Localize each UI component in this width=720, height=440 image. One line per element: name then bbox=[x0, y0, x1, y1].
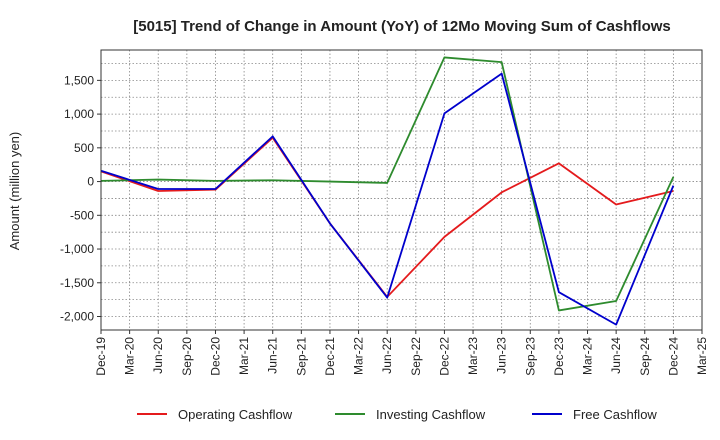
free-cashflow-line bbox=[100, 72, 675, 326]
investing-cashflow-line bbox=[100, 56, 675, 312]
chart-title: [5015] Trend of Change in Amount (YoY) o… bbox=[133, 18, 671, 35]
y-tick-label: 1,000 bbox=[64, 107, 94, 121]
plot-frame bbox=[100, 49, 703, 331]
x-tick-label: Jun-22 bbox=[380, 337, 394, 374]
y-tick-labels: 1,500 1,000 500 0 -500 -1,000 -1,500 -2,000 bbox=[60, 73, 94, 323]
x-tick-label: Sep-21 bbox=[294, 337, 308, 376]
x-tick-label: Jun-20 bbox=[151, 337, 165, 374]
x-tick-label: Mar-21 bbox=[237, 337, 251, 375]
x-tick-label: Sep-20 bbox=[180, 337, 194, 376]
y-tick-label: 0 bbox=[87, 175, 94, 189]
x-tick-label: Jun-21 bbox=[266, 337, 280, 374]
legend-label-free-cashflow: Free Cashflow bbox=[573, 407, 657, 422]
x-tick-label: Mar-25 bbox=[695, 337, 709, 375]
x-tick-labels: Dec-19 Mar-20 Jun-20 Sep-20 Dec-20 Mar-21 Jun-… bbox=[94, 337, 709, 376]
legend: Operating Cashflow Investing Cashflow Free… bbox=[137, 407, 657, 422]
y-axis-label: Amount (million yen) bbox=[7, 132, 22, 251]
x-tick-label: Dec-21 bbox=[323, 337, 337, 376]
x-tick-label: Mar-23 bbox=[466, 337, 480, 375]
x-tick-label: Mar-24 bbox=[581, 337, 595, 375]
y-tick-label: -1,500 bbox=[60, 276, 94, 290]
y-tick-label: -2,000 bbox=[60, 310, 94, 324]
x-tick-label: Dec-23 bbox=[552, 337, 566, 376]
y-tick-label: -500 bbox=[70, 208, 94, 222]
x-tick-label: Dec-22 bbox=[437, 337, 451, 376]
x-tick-label: Jun-24 bbox=[609, 337, 623, 374]
x-tick-label: Mar-22 bbox=[352, 337, 366, 375]
x-tick-label: Sep-24 bbox=[638, 337, 652, 376]
legend-label-operating-cashflow: Operating Cashflow bbox=[178, 407, 293, 422]
x-tick-label: Dec-24 bbox=[666, 337, 680, 376]
x-tick-label: Mar-20 bbox=[123, 337, 137, 375]
x-tick-label: Jun-23 bbox=[495, 337, 509, 374]
x-tick-label: Sep-22 bbox=[409, 337, 423, 376]
x-tick-label: Sep-23 bbox=[523, 337, 537, 376]
series-lines bbox=[100, 56, 675, 326]
x-tick-label: Dec-19 bbox=[94, 337, 108, 376]
legend-label-investing-cashflow: Investing Cashflow bbox=[376, 407, 486, 422]
y-tick-label: -1,000 bbox=[60, 242, 94, 256]
y-tick-label: 1,500 bbox=[64, 73, 94, 87]
axes bbox=[97, 49, 703, 334]
y-tick-label: 500 bbox=[74, 141, 94, 155]
x-tick-label: Dec-20 bbox=[208, 337, 222, 376]
